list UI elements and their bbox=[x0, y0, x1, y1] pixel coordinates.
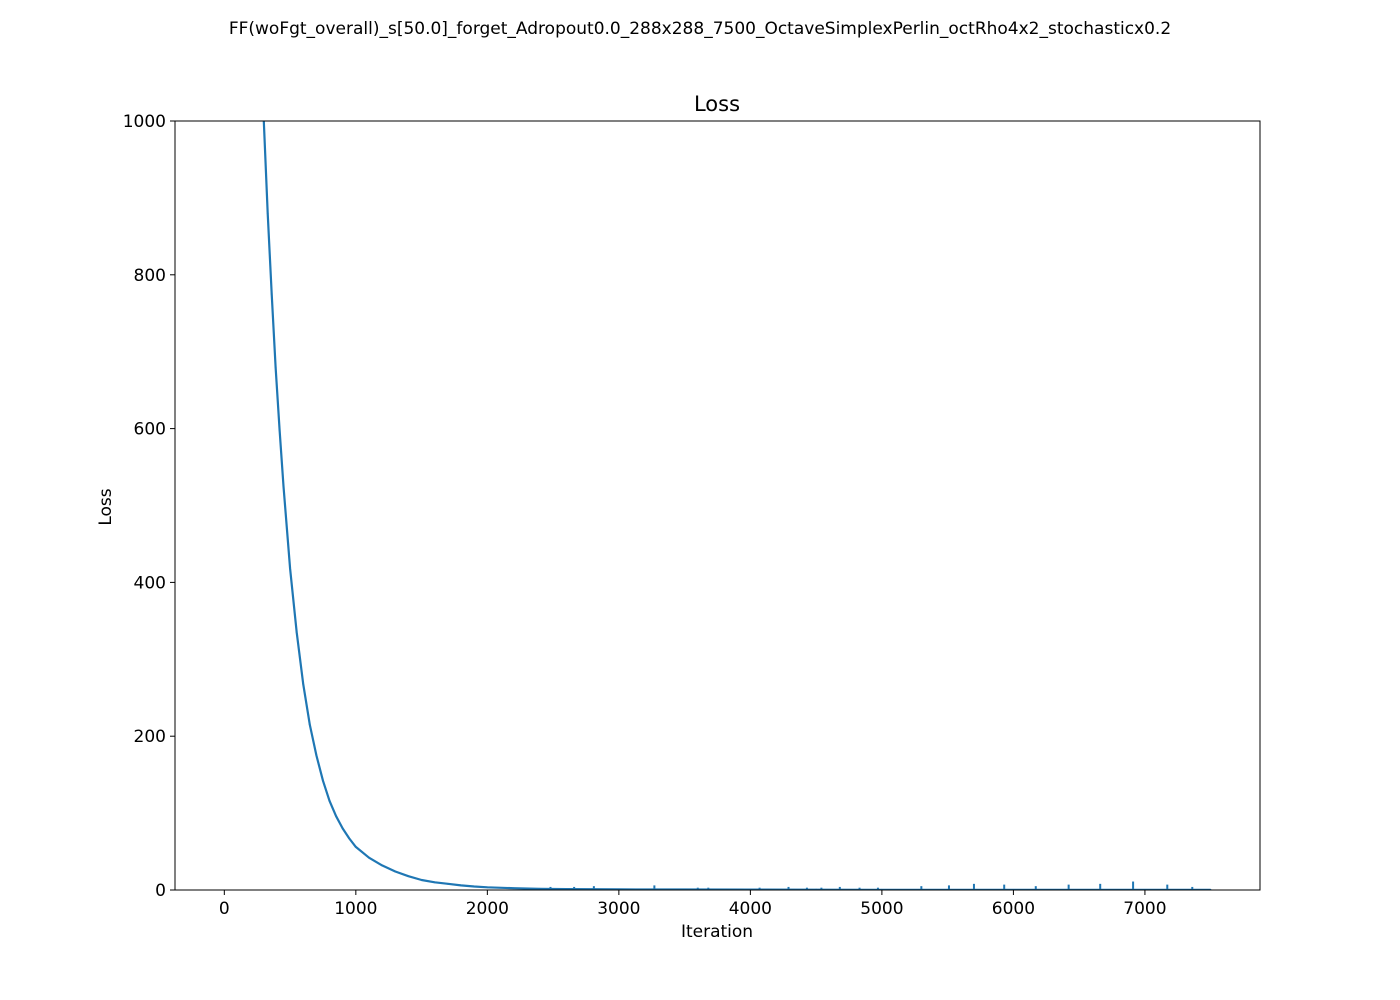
chart-title: Loss bbox=[694, 92, 740, 116]
x-tick-label: 6000 bbox=[992, 899, 1035, 919]
x-tick-label: 7000 bbox=[1123, 899, 1166, 919]
y-tick-label: 400 bbox=[134, 573, 166, 593]
loss-point bbox=[348, 837, 351, 840]
loss-point bbox=[278, 429, 281, 432]
loss-point bbox=[322, 779, 324, 782]
loss-point bbox=[315, 754, 318, 757]
loss-point bbox=[368, 856, 370, 859]
y-axis-ticks: 0 200 400 600 800 1000 bbox=[123, 112, 175, 901]
plot-area bbox=[175, 121, 1260, 890]
figure-suptitle: FF(woFgt_overall)_s[50.0]_forget_Adropou… bbox=[229, 19, 1171, 39]
y-tick-label: 0 bbox=[155, 881, 166, 901]
loss-point bbox=[433, 881, 436, 884]
loss-point bbox=[282, 485, 285, 488]
x-tick-label: 3000 bbox=[597, 899, 640, 919]
loss-point bbox=[512, 887, 515, 890]
loss-point bbox=[308, 723, 311, 726]
x-axis-label: Iteration bbox=[681, 922, 753, 942]
x-tick-label: 1000 bbox=[334, 899, 377, 919]
loss-point bbox=[270, 293, 273, 295]
y-tick-label: 800 bbox=[134, 266, 166, 286]
loss-point bbox=[328, 799, 331, 802]
loss-point bbox=[354, 846, 357, 848]
x-tick-label: 4000 bbox=[729, 899, 772, 919]
x-tick-label: 2000 bbox=[466, 899, 509, 919]
loss-point bbox=[486, 886, 489, 889]
y-tick-label: 600 bbox=[134, 420, 166, 440]
loss-point bbox=[460, 884, 462, 887]
loss-point bbox=[274, 366, 277, 368]
loss-point bbox=[302, 683, 305, 685]
axes-frame bbox=[174, 120, 1261, 891]
loss-point bbox=[295, 631, 298, 634]
loss-point bbox=[341, 827, 344, 830]
x-tick-label: 5000 bbox=[860, 899, 903, 919]
loss-point bbox=[473, 885, 476, 888]
loss-point bbox=[381, 864, 384, 867]
loss-point bbox=[446, 882, 449, 885]
x-tick-label: 0 bbox=[219, 899, 230, 919]
loss-point bbox=[289, 567, 291, 570]
loss-point bbox=[394, 870, 397, 873]
loss-point bbox=[407, 875, 410, 878]
y-tick-label: 200 bbox=[134, 727, 166, 747]
y-tick-label: 1000 bbox=[123, 112, 166, 132]
loss-point bbox=[335, 815, 338, 818]
loss-point bbox=[266, 212, 269, 215]
loss-point bbox=[539, 887, 541, 890]
x-axis-ticks: 0 1000 2000 3000 4000 5000 6000 7000 bbox=[219, 890, 1167, 919]
y-axis-label: Loss bbox=[96, 488, 116, 525]
loss-point bbox=[420, 879, 423, 881]
